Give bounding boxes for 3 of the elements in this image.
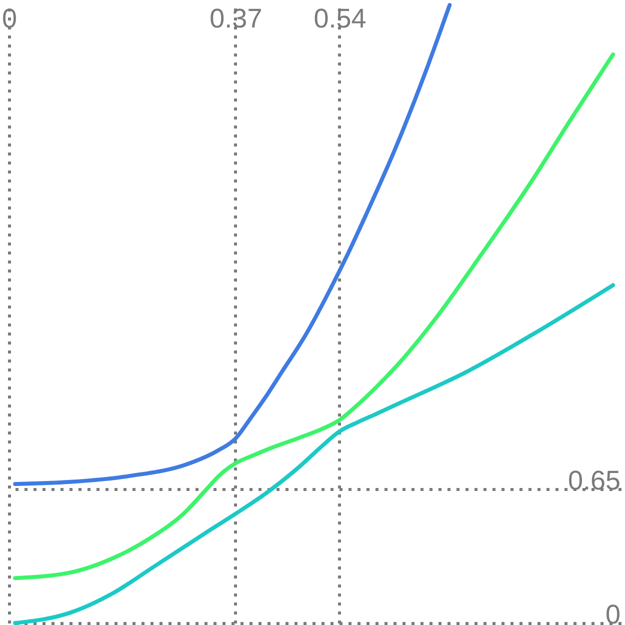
x-tick-label: 0.54: [314, 4, 366, 34]
y-tick-label: 0.65: [568, 466, 620, 496]
x-tick-label: 0.37: [210, 4, 262, 34]
